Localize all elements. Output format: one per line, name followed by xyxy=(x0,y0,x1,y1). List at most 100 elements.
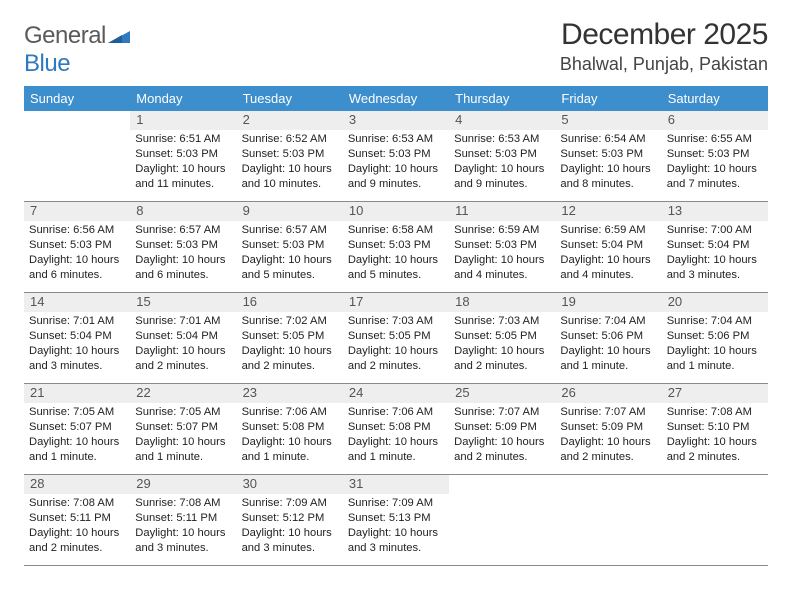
calendar-table: Sunday Monday Tuesday Wednesday Thursday… xyxy=(24,86,768,566)
calendar-cell: 21Sunrise: 7:05 AMSunset: 5:07 PMDayligh… xyxy=(24,384,130,475)
calendar-cell: 23Sunrise: 7:06 AMSunset: 5:08 PMDayligh… xyxy=(237,384,343,475)
day-number: 20 xyxy=(662,293,768,312)
day-details: Sunrise: 7:01 AMSunset: 5:04 PMDaylight:… xyxy=(24,312,130,378)
calendar-week-row: 21Sunrise: 7:05 AMSunset: 5:07 PMDayligh… xyxy=(24,384,768,475)
day-details: Sunrise: 6:58 AMSunset: 5:03 PMDaylight:… xyxy=(343,221,449,287)
calendar-cell: 7Sunrise: 6:56 AMSunset: 5:03 PMDaylight… xyxy=(24,202,130,293)
calendar-week-row: 28Sunrise: 7:08 AMSunset: 5:11 PMDayligh… xyxy=(24,475,768,566)
day-details: Sunrise: 7:06 AMSunset: 5:08 PMDaylight:… xyxy=(237,403,343,469)
calendar-cell: 29Sunrise: 7:08 AMSunset: 5:11 PMDayligh… xyxy=(130,475,236,566)
calendar-cell: 5Sunrise: 6:54 AMSunset: 5:03 PMDaylight… xyxy=(555,111,661,202)
day-number: 6 xyxy=(662,111,768,130)
calendar-cell xyxy=(662,475,768,566)
day-number: 1 xyxy=(130,111,236,130)
calendar-cell: 3Sunrise: 6:53 AMSunset: 5:03 PMDaylight… xyxy=(343,111,449,202)
day-details: Sunrise: 6:59 AMSunset: 5:03 PMDaylight:… xyxy=(449,221,555,287)
day-details: Sunrise: 6:55 AMSunset: 5:03 PMDaylight:… xyxy=(662,130,768,196)
weekday-header: Wednesday xyxy=(343,86,449,111)
calendar-cell: 28Sunrise: 7:08 AMSunset: 5:11 PMDayligh… xyxy=(24,475,130,566)
day-number: 8 xyxy=(130,202,236,221)
day-details: Sunrise: 7:08 AMSunset: 5:11 PMDaylight:… xyxy=(130,494,236,560)
day-number: 12 xyxy=(555,202,661,221)
brand-text: GeneralBlue xyxy=(24,22,130,78)
day-details: Sunrise: 7:03 AMSunset: 5:05 PMDaylight:… xyxy=(449,312,555,378)
day-details: Sunrise: 7:04 AMSunset: 5:06 PMDaylight:… xyxy=(662,312,768,378)
day-number: 24 xyxy=(343,384,449,403)
calendar-cell: 11Sunrise: 6:59 AMSunset: 5:03 PMDayligh… xyxy=(449,202,555,293)
calendar-cell: 14Sunrise: 7:01 AMSunset: 5:04 PMDayligh… xyxy=(24,293,130,384)
calendar-page: GeneralBlue December 2025 Bhalwal, Punja… xyxy=(0,0,792,576)
calendar-cell: 1Sunrise: 6:51 AMSunset: 5:03 PMDaylight… xyxy=(130,111,236,202)
day-details: Sunrise: 6:53 AMSunset: 5:03 PMDaylight:… xyxy=(343,130,449,196)
weekday-header: Tuesday xyxy=(237,86,343,111)
calendar-cell: 17Sunrise: 7:03 AMSunset: 5:05 PMDayligh… xyxy=(343,293,449,384)
calendar-cell: 16Sunrise: 7:02 AMSunset: 5:05 PMDayligh… xyxy=(237,293,343,384)
calendar-week-row: 7Sunrise: 6:56 AMSunset: 5:03 PMDaylight… xyxy=(24,202,768,293)
day-details: Sunrise: 7:00 AMSunset: 5:04 PMDaylight:… xyxy=(662,221,768,287)
brand-logo: GeneralBlue xyxy=(24,22,130,78)
brand-part1: General xyxy=(24,22,106,49)
location: Bhalwal, Punjab, Pakistan xyxy=(560,54,768,75)
weekday-header: Sunday xyxy=(24,86,130,111)
day-number: 21 xyxy=(24,384,130,403)
day-details: Sunrise: 6:56 AMSunset: 5:03 PMDaylight:… xyxy=(24,221,130,287)
calendar-cell: 6Sunrise: 6:55 AMSunset: 5:03 PMDaylight… xyxy=(662,111,768,202)
calendar-cell: 8Sunrise: 6:57 AMSunset: 5:03 PMDaylight… xyxy=(130,202,236,293)
weekday-header-row: Sunday Monday Tuesday Wednesday Thursday… xyxy=(24,86,768,111)
day-details: Sunrise: 6:54 AMSunset: 5:03 PMDaylight:… xyxy=(555,130,661,196)
day-details: Sunrise: 7:06 AMSunset: 5:08 PMDaylight:… xyxy=(343,403,449,469)
day-details: Sunrise: 7:03 AMSunset: 5:05 PMDaylight:… xyxy=(343,312,449,378)
calendar-cell xyxy=(555,475,661,566)
day-details: Sunrise: 7:05 AMSunset: 5:07 PMDaylight:… xyxy=(130,403,236,469)
weekday-header: Monday xyxy=(130,86,236,111)
calendar-cell: 25Sunrise: 7:07 AMSunset: 5:09 PMDayligh… xyxy=(449,384,555,475)
calendar-cell xyxy=(24,111,130,202)
weekday-header: Friday xyxy=(555,86,661,111)
title-block: December 2025 Bhalwal, Punjab, Pakistan xyxy=(560,18,768,75)
day-number: 11 xyxy=(449,202,555,221)
brand-part2: Blue xyxy=(24,50,70,77)
calendar-week-row: 14Sunrise: 7:01 AMSunset: 5:04 PMDayligh… xyxy=(24,293,768,384)
day-number: 4 xyxy=(449,111,555,130)
day-number: 22 xyxy=(130,384,236,403)
topbar: GeneralBlue December 2025 Bhalwal, Punja… xyxy=(24,18,768,78)
day-number: 17 xyxy=(343,293,449,312)
day-details: Sunrise: 7:07 AMSunset: 5:09 PMDaylight:… xyxy=(449,403,555,469)
calendar-cell xyxy=(449,475,555,566)
day-details: Sunrise: 7:08 AMSunset: 5:10 PMDaylight:… xyxy=(662,403,768,469)
day-details: Sunrise: 6:51 AMSunset: 5:03 PMDaylight:… xyxy=(130,130,236,196)
day-number: 28 xyxy=(24,475,130,494)
day-number: 19 xyxy=(555,293,661,312)
day-number: 14 xyxy=(24,293,130,312)
calendar-cell: 22Sunrise: 7:05 AMSunset: 5:07 PMDayligh… xyxy=(130,384,236,475)
day-number: 3 xyxy=(343,111,449,130)
day-number: 23 xyxy=(237,384,343,403)
day-number: 27 xyxy=(662,384,768,403)
weekday-header: Saturday xyxy=(662,86,768,111)
day-details: Sunrise: 7:09 AMSunset: 5:13 PMDaylight:… xyxy=(343,494,449,560)
day-number: 2 xyxy=(237,111,343,130)
calendar-cell: 9Sunrise: 6:57 AMSunset: 5:03 PMDaylight… xyxy=(237,202,343,293)
day-number: 29 xyxy=(130,475,236,494)
page-title: December 2025 xyxy=(560,18,768,52)
day-number: 7 xyxy=(24,202,130,221)
calendar-cell: 18Sunrise: 7:03 AMSunset: 5:05 PMDayligh… xyxy=(449,293,555,384)
weekday-header: Thursday xyxy=(449,86,555,111)
calendar-cell: 24Sunrise: 7:06 AMSunset: 5:08 PMDayligh… xyxy=(343,384,449,475)
day-number: 10 xyxy=(343,202,449,221)
day-details: Sunrise: 7:04 AMSunset: 5:06 PMDaylight:… xyxy=(555,312,661,378)
day-number: 18 xyxy=(449,293,555,312)
calendar-week-row: 1Sunrise: 6:51 AMSunset: 5:03 PMDaylight… xyxy=(24,111,768,202)
day-number: 26 xyxy=(555,384,661,403)
calendar-cell: 26Sunrise: 7:07 AMSunset: 5:09 PMDayligh… xyxy=(555,384,661,475)
day-number: 16 xyxy=(237,293,343,312)
day-details: Sunrise: 7:05 AMSunset: 5:07 PMDaylight:… xyxy=(24,403,130,469)
day-details: Sunrise: 6:57 AMSunset: 5:03 PMDaylight:… xyxy=(130,221,236,287)
calendar-cell: 2Sunrise: 6:52 AMSunset: 5:03 PMDaylight… xyxy=(237,111,343,202)
calendar-cell: 30Sunrise: 7:09 AMSunset: 5:12 PMDayligh… xyxy=(237,475,343,566)
calendar-cell: 20Sunrise: 7:04 AMSunset: 5:06 PMDayligh… xyxy=(662,293,768,384)
calendar-cell: 31Sunrise: 7:09 AMSunset: 5:13 PMDayligh… xyxy=(343,475,449,566)
day-number: 15 xyxy=(130,293,236,312)
calendar-cell: 15Sunrise: 7:01 AMSunset: 5:04 PMDayligh… xyxy=(130,293,236,384)
calendar-body: 1Sunrise: 6:51 AMSunset: 5:03 PMDaylight… xyxy=(24,111,768,566)
